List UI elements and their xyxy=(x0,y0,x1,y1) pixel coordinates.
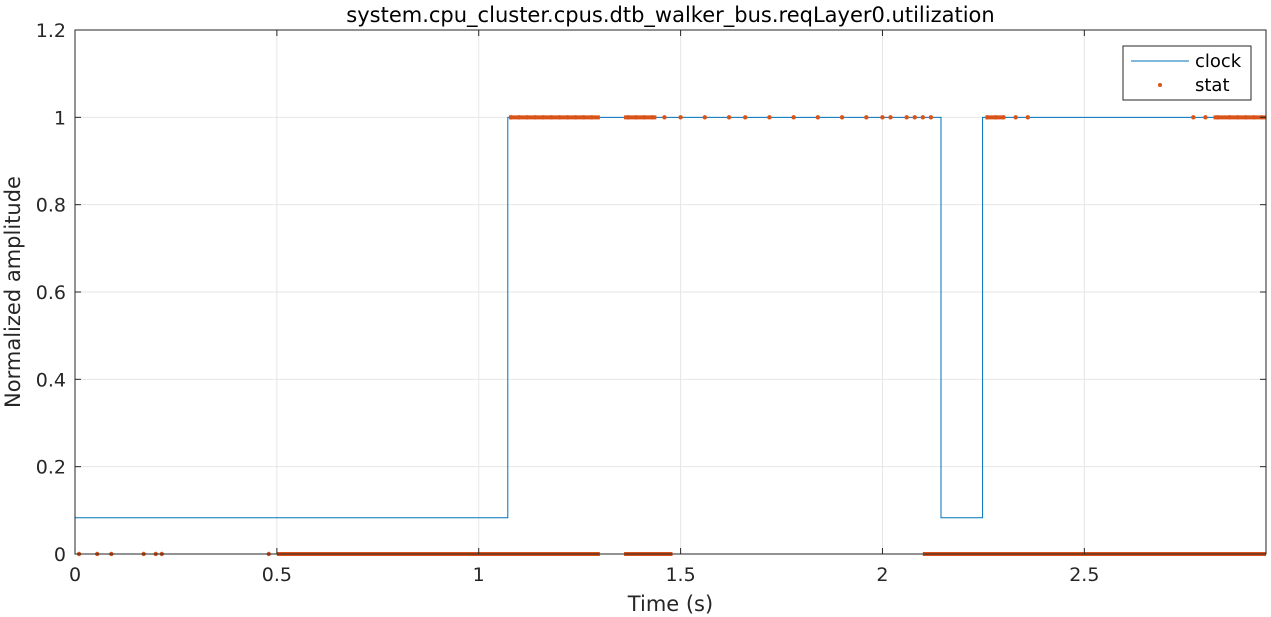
series-stat-point xyxy=(767,115,772,120)
series-stat-point xyxy=(1001,115,1006,120)
series-stat-point xyxy=(726,115,732,120)
series-stat-point xyxy=(993,115,998,120)
series-stat-point xyxy=(880,115,885,120)
series-stat-point xyxy=(557,115,562,120)
series-stat-point xyxy=(516,115,522,120)
series-stat-point xyxy=(625,115,631,120)
series-stat-point xyxy=(1235,115,1240,120)
series-stat-point xyxy=(791,115,796,120)
y-tick-label: 0 xyxy=(54,544,66,566)
y-tick-label: 0.6 xyxy=(36,282,66,304)
series-stat-point xyxy=(1227,115,1232,120)
legend: clock stat xyxy=(1122,45,1252,101)
series-clock-line xyxy=(75,116,1267,519)
ticks xyxy=(74,29,1266,555)
series-stat-point xyxy=(573,115,578,120)
y-tick-label: 1.2 xyxy=(36,20,66,42)
series-stat-point xyxy=(1215,115,1220,120)
series-stat-point xyxy=(678,115,683,120)
series-stat-point xyxy=(928,115,934,120)
series-stat-point xyxy=(904,115,909,120)
y-tick-label: 0.4 xyxy=(36,369,66,391)
series-stat-point xyxy=(839,115,845,120)
y-tick-label: 0.2 xyxy=(36,457,66,479)
plot-series xyxy=(75,115,1267,557)
chart-title: system.cpu_cluster.cpus.dtb_walker_bus.r… xyxy=(346,3,994,28)
x-tick-label: 1 xyxy=(473,564,485,586)
y-axis-label: Normalized amplitude xyxy=(1,176,25,408)
legend-stat-swatch xyxy=(1158,83,1162,87)
series-stat-point xyxy=(1251,115,1257,120)
tick-labels: 0 0.5 1 1.5 2 2.5 0 0.2 0.4 0.6 0.8 1 1.2 xyxy=(36,20,1100,586)
grid xyxy=(74,29,1266,555)
series-stat-point xyxy=(662,115,667,120)
series-stat-point xyxy=(565,115,570,120)
series-stat-point xyxy=(702,115,708,120)
y-tick-label: 1 xyxy=(54,107,66,129)
y-tick-label: 0.8 xyxy=(36,195,66,217)
series-stat-point xyxy=(888,115,893,120)
series-stat-point xyxy=(541,115,546,120)
series-stat-point xyxy=(1013,115,1018,120)
series-stat-point xyxy=(985,115,990,120)
x-tick-label: 2.5 xyxy=(1069,564,1099,586)
series-stat-point xyxy=(533,115,538,120)
series-stat-point xyxy=(1243,115,1249,120)
series-stat-point xyxy=(650,115,655,120)
series-stat-point xyxy=(508,115,514,120)
series-stat-point xyxy=(912,115,917,120)
series-stat-point xyxy=(549,115,554,120)
legend-box xyxy=(1122,45,1252,101)
series-stat-point xyxy=(920,115,926,120)
series-stat-point xyxy=(524,115,530,120)
series-stat-point xyxy=(1025,115,1031,120)
series-stat-point xyxy=(1191,115,1196,120)
x-tick-label: 1.5 xyxy=(665,564,695,586)
series-stat-point xyxy=(581,115,586,120)
series-stat-point xyxy=(642,115,647,120)
series-stat-point xyxy=(815,115,821,120)
series-stat-point xyxy=(1203,115,1208,120)
series-stat-point xyxy=(633,115,639,120)
legend-stat-label: stat xyxy=(1195,75,1230,96)
x-tick-label: 0.5 xyxy=(262,564,292,586)
x-tick-label: 2 xyxy=(876,564,888,586)
series-stat-point xyxy=(742,115,748,120)
x-tick-label: 0 xyxy=(69,564,81,586)
x-axis-label: Time (s) xyxy=(627,592,713,616)
series-stat-point xyxy=(589,115,594,120)
series-stat-point xyxy=(864,115,869,120)
legend-clock-label: clock xyxy=(1195,51,1242,72)
